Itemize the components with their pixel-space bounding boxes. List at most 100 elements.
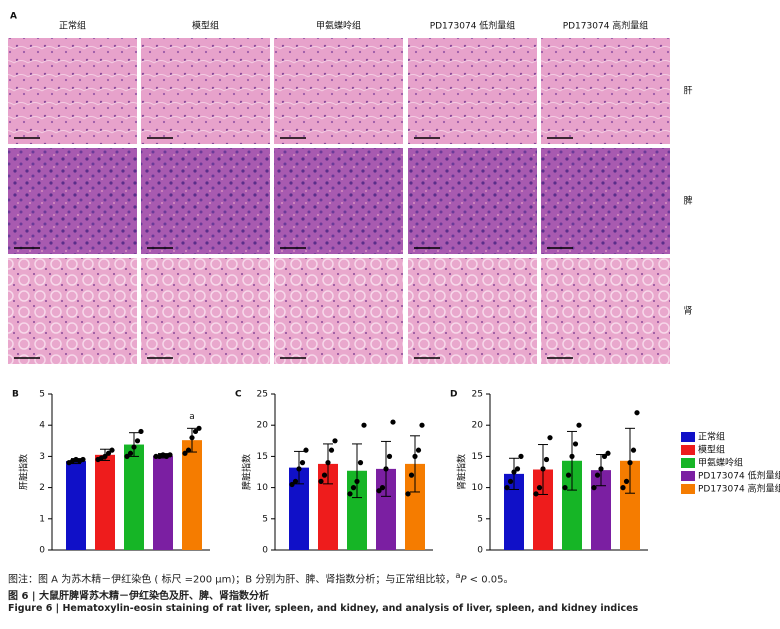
bar (347, 470, 367, 550)
data-point (627, 460, 633, 466)
data-point (318, 478, 324, 484)
histology-image (274, 38, 403, 144)
y-tick-label: 5 (39, 390, 45, 400)
data-point (605, 450, 611, 456)
data-point (533, 491, 539, 497)
y-tick-label: 5 (477, 514, 483, 524)
data-point (630, 447, 637, 453)
data-point (350, 485, 357, 491)
column-label: 正常组 (59, 20, 86, 32)
data-point (196, 425, 202, 431)
bar (591, 470, 611, 550)
data-point (131, 444, 137, 450)
data-point (518, 453, 524, 459)
bar (66, 461, 86, 550)
data-point (383, 466, 389, 472)
y-tick-label: 0 (477, 546, 483, 556)
data-point (361, 422, 367, 428)
data-point (138, 428, 144, 435)
legend-swatch (681, 471, 695, 481)
data-point (390, 419, 396, 425)
histology-image (274, 258, 403, 364)
histology-image (274, 148, 403, 254)
bar (95, 454, 115, 550)
data-point (379, 485, 386, 491)
data-point (598, 466, 604, 472)
caption-italic: P (460, 574, 467, 586)
y-axis-label: 肾脏指数 (456, 454, 468, 490)
y-tick-label: 10 (257, 483, 269, 493)
data-point (325, 460, 331, 466)
panel-label: A (10, 12, 17, 22)
legend-swatch (681, 484, 695, 494)
data-point (299, 460, 306, 466)
data-point (504, 485, 510, 491)
caption-text: 图注：图 A 为苏木精－伊红染色 ( 标尺 =200 μm)；B 分别为肝、脾、… (8, 574, 456, 586)
data-point (80, 456, 86, 463)
data-point (328, 447, 335, 453)
bar (405, 463, 425, 550)
data-point (634, 410, 640, 416)
histology-image (541, 148, 670, 254)
data-point (386, 453, 393, 459)
legend-label: 正常组 (698, 431, 725, 443)
y-tick-label: 0 (262, 546, 268, 556)
data-point (296, 466, 302, 472)
data-point (415, 447, 422, 453)
figure-graphics: A 正常组 模型组 甲氨蝶呤组 PD173074 低剂量组 PD173074 高剂量组肝… (8, 12, 780, 556)
data-point (405, 491, 411, 497)
column-label: PD173074 低剂量组 (430, 20, 516, 32)
histology-image (141, 148, 270, 254)
data-point (109, 447, 115, 453)
caption-note: 图注：图 A 为苏木精－伊红染色 ( 标尺 =200 μm)；B 分别为肝、脾、… (8, 570, 513, 585)
bar (182, 440, 202, 550)
legend-label: PD173074 高剂量组 (698, 483, 780, 495)
histology-image (141, 38, 270, 144)
column-label: PD173074 高剂量组 (563, 20, 649, 32)
data-point (127, 450, 134, 456)
data-point (594, 472, 601, 478)
histology-image (8, 258, 137, 364)
histology-image (408, 38, 537, 144)
legend-swatch (681, 458, 695, 468)
data-point (620, 485, 626, 491)
data-point (357, 460, 364, 466)
histology-image (408, 148, 537, 254)
caption-title-en: Figure 6 | Hematoxylin-eosin staining of… (8, 603, 639, 614)
histology-image (541, 258, 670, 364)
histology-image (141, 258, 270, 364)
data-point (289, 481, 295, 488)
panel-label: D (450, 390, 457, 400)
y-axis-label: 肝脏指数 (18, 454, 30, 490)
data-point (419, 422, 425, 428)
caption-sup: a (455, 570, 461, 580)
data-point (185, 447, 192, 453)
column-label: 模型组 (192, 20, 219, 32)
data-point (576, 422, 582, 428)
data-point (332, 438, 338, 444)
y-tick-label: 25 (257, 390, 268, 400)
y-tick-label: 25 (472, 390, 483, 400)
caption-text: < 0.05。 (466, 574, 514, 586)
histology-image (541, 38, 670, 144)
data-point (591, 485, 597, 491)
histology-image (8, 38, 137, 144)
y-tick-label: 15 (472, 452, 483, 462)
data-point (601, 453, 608, 459)
panel-label: C (235, 390, 242, 400)
y-tick-label: 1 (39, 514, 45, 524)
legend-label: 甲氨蝶呤组 (698, 457, 743, 469)
y-tick-label: 5 (262, 514, 268, 524)
bar (504, 473, 524, 550)
data-point (511, 469, 517, 475)
row-label: 肾 (683, 306, 692, 317)
data-point (303, 447, 309, 453)
y-tick-label: 15 (257, 452, 268, 462)
data-point (354, 478, 360, 484)
y-tick-label: 10 (472, 483, 484, 493)
data-point (507, 478, 514, 484)
data-point (569, 453, 575, 459)
data-point (540, 466, 546, 472)
y-tick-label: 0 (39, 546, 45, 556)
annotation: a (189, 412, 195, 422)
